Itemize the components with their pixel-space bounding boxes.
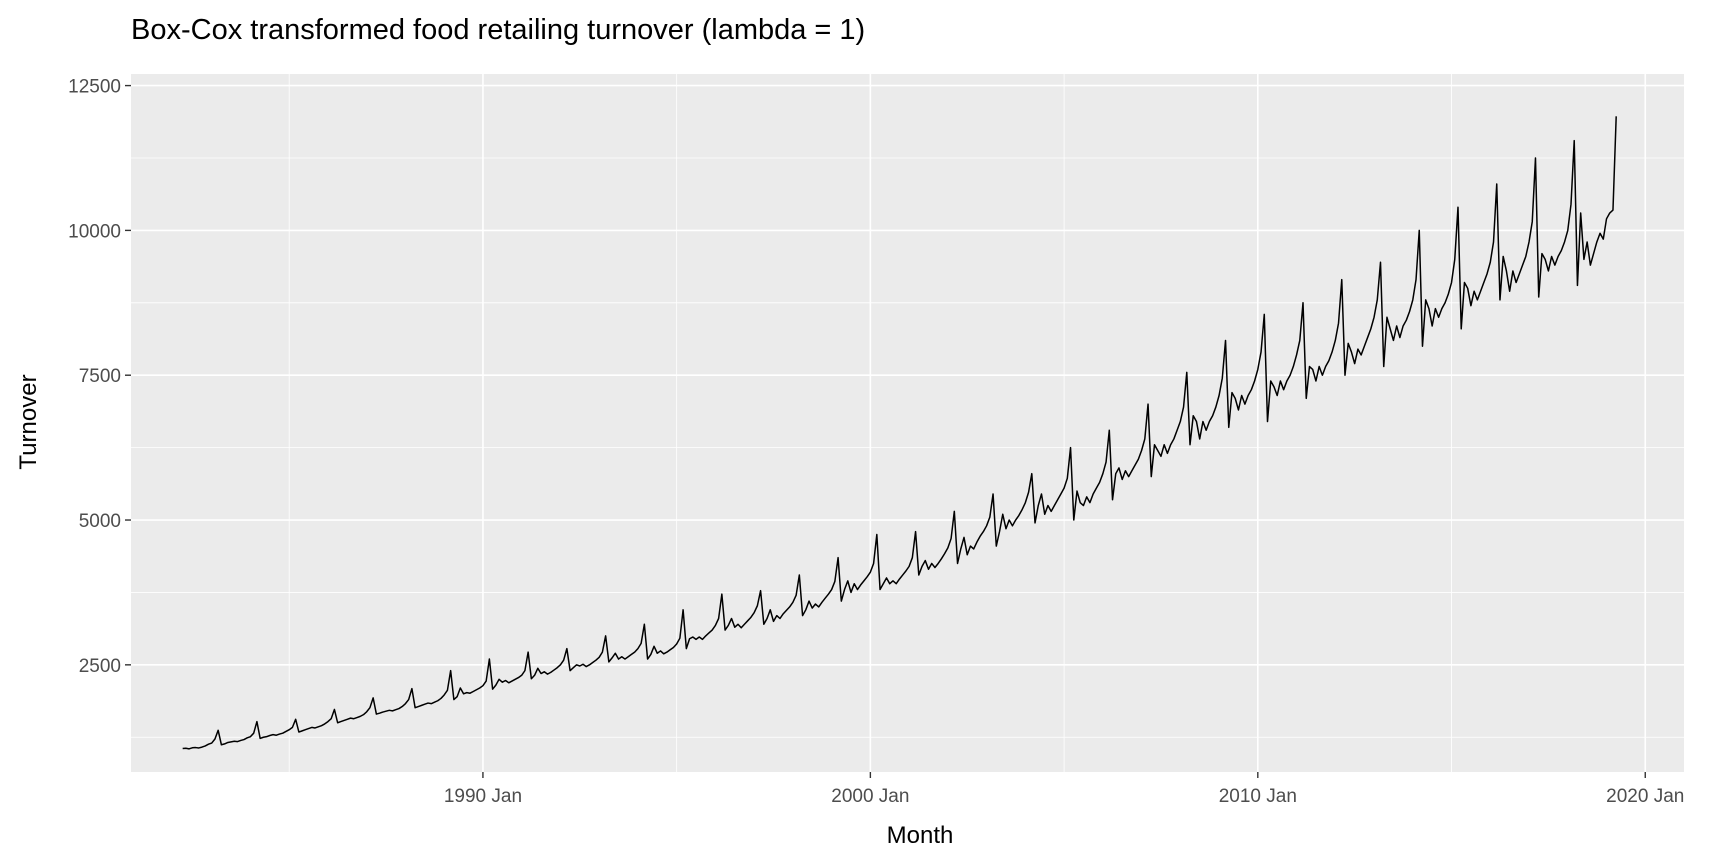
series-line xyxy=(182,116,1617,750)
y-tick-label: 7500 xyxy=(79,366,121,387)
x-axis: 1990 Jan 2000 Jan 2010 Jan 2020 Jan xyxy=(444,772,1684,807)
minor-gridlines xyxy=(131,74,1684,772)
series-layer xyxy=(182,116,1617,750)
x-tick-label: 2000 Jan xyxy=(831,786,909,807)
y-tick-label: 2500 xyxy=(79,656,121,677)
x-axis-title: Month xyxy=(887,822,954,849)
x-tick-label: 2020 Jan xyxy=(1606,786,1684,807)
y-axis-title: Turnover xyxy=(15,374,42,469)
x-tick-label: 2010 Jan xyxy=(1219,786,1297,807)
x-tick-label: 1990 Jan xyxy=(444,786,522,807)
plot-panel xyxy=(131,74,1684,772)
y-tick-label: 5000 xyxy=(79,511,121,532)
major-gridlines xyxy=(131,74,1684,772)
y-axis: 2500 5000 7500 10000 12500 xyxy=(68,77,131,677)
chart-title: Box-Cox transformed food retailing turno… xyxy=(131,14,865,46)
y-tick-label: 12500 xyxy=(68,77,121,98)
y-tick-label: 10000 xyxy=(68,221,121,242)
